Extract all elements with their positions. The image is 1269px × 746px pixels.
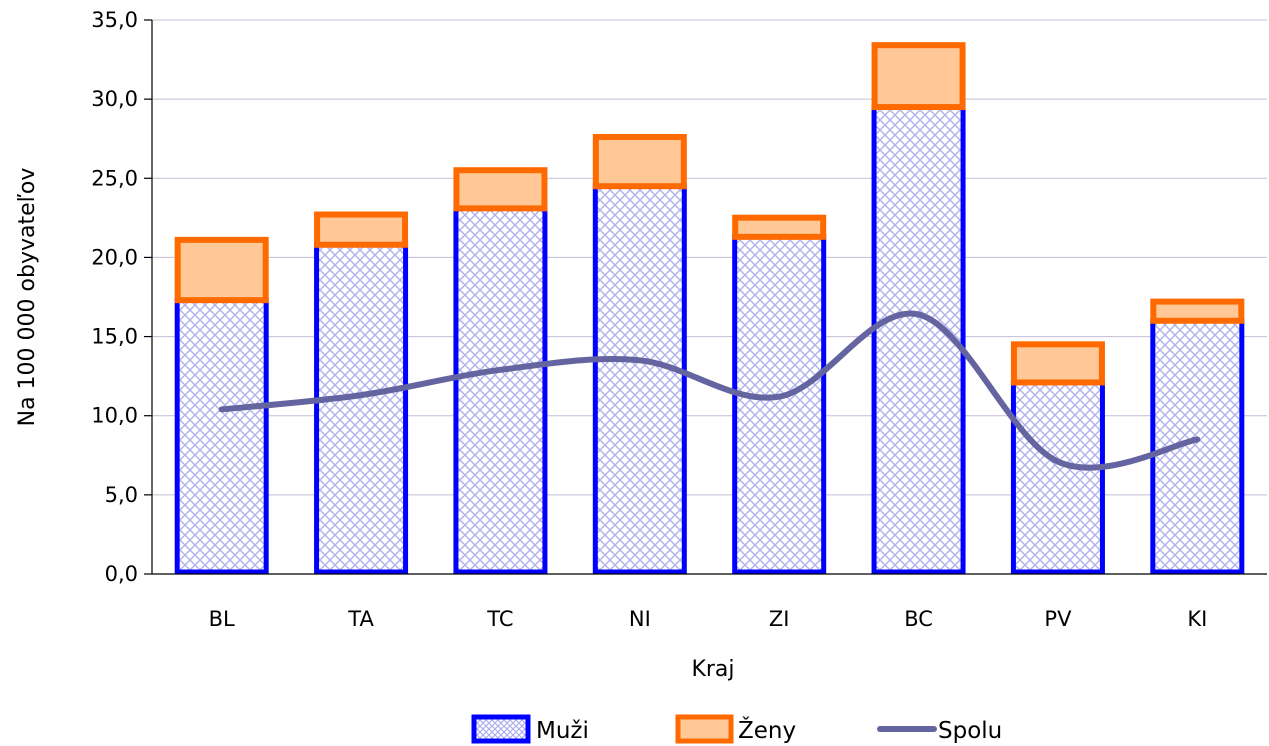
- bar-zeny-tc: [453, 167, 548, 212]
- x-tick-label-bc: BC: [904, 607, 933, 631]
- spolu-line-layer: [218, 310, 1201, 471]
- bar-muzi-ki: [1150, 318, 1245, 575]
- bar-zeny-pv: [1010, 341, 1105, 386]
- y-axis-label: Na 100 000 obyvateľov: [15, 168, 40, 427]
- x-tick-label-ki: KI: [1187, 607, 1207, 631]
- legend-label-zeny: Ženy: [738, 716, 796, 744]
- x-tick-label-bl: BL: [209, 607, 235, 631]
- bar-zeny-ta: [314, 211, 409, 248]
- x-tick-label-zi: ZI: [769, 607, 790, 631]
- legend-label-muzi: Muži: [536, 718, 589, 744]
- bar-muzi-tc: [453, 205, 548, 575]
- x-tick-label-ta: TA: [347, 607, 374, 631]
- x-tick-label-tc: TC: [486, 607, 513, 631]
- bar-zeny-ki: [1150, 298, 1245, 324]
- bar-zeny-zi: [732, 214, 827, 240]
- bar-zeny-bl: [174, 236, 269, 304]
- bar-muzi-pv: [1010, 379, 1105, 575]
- y-tick-label: 25,0: [91, 166, 138, 190]
- axes: [151, 20, 1267, 575]
- y-tick-label: 5,0: [105, 483, 138, 507]
- y-axis-ticks: 0,0 5,0 10,0 15,0 20,0 25,0 30,0 35,0: [91, 8, 152, 586]
- y-tick-label: 0,0: [105, 562, 138, 586]
- bar-muzi-ni: [592, 183, 687, 575]
- x-tick-label-ni: NI: [629, 607, 651, 631]
- legend-label-spolu: Spolu: [938, 718, 1002, 744]
- x-axis-ticks: BL TA TC NI ZI BC PV KI: [209, 607, 1208, 631]
- y-tick-label: 30,0: [91, 87, 138, 111]
- y-tick-label: 10,0: [91, 404, 138, 428]
- bar-muzi-ta: [314, 242, 409, 575]
- spolu-line: [218, 310, 1201, 471]
- bar-zeny-bc: [871, 42, 966, 111]
- y-tick-label: 20,0: [91, 245, 138, 269]
- legend-swatch-muzi: [471, 714, 531, 744]
- x-tick-label-pv: PV: [1044, 607, 1072, 631]
- legend-swatch-zeny: [675, 714, 734, 744]
- y-tick-label: 35,0: [91, 8, 138, 32]
- bar-zeny-ni: [592, 133, 687, 190]
- bar-muzi-zi: [732, 234, 827, 575]
- bars: [174, 42, 1245, 575]
- legend: Muži Ženy Spolu: [471, 714, 1002, 744]
- bar-muzi-bl: [174, 297, 269, 575]
- x-axis-label: Kraj: [691, 657, 734, 682]
- bar-muzi-bc: [871, 104, 966, 575]
- y-tick-label: 15,0: [91, 325, 138, 349]
